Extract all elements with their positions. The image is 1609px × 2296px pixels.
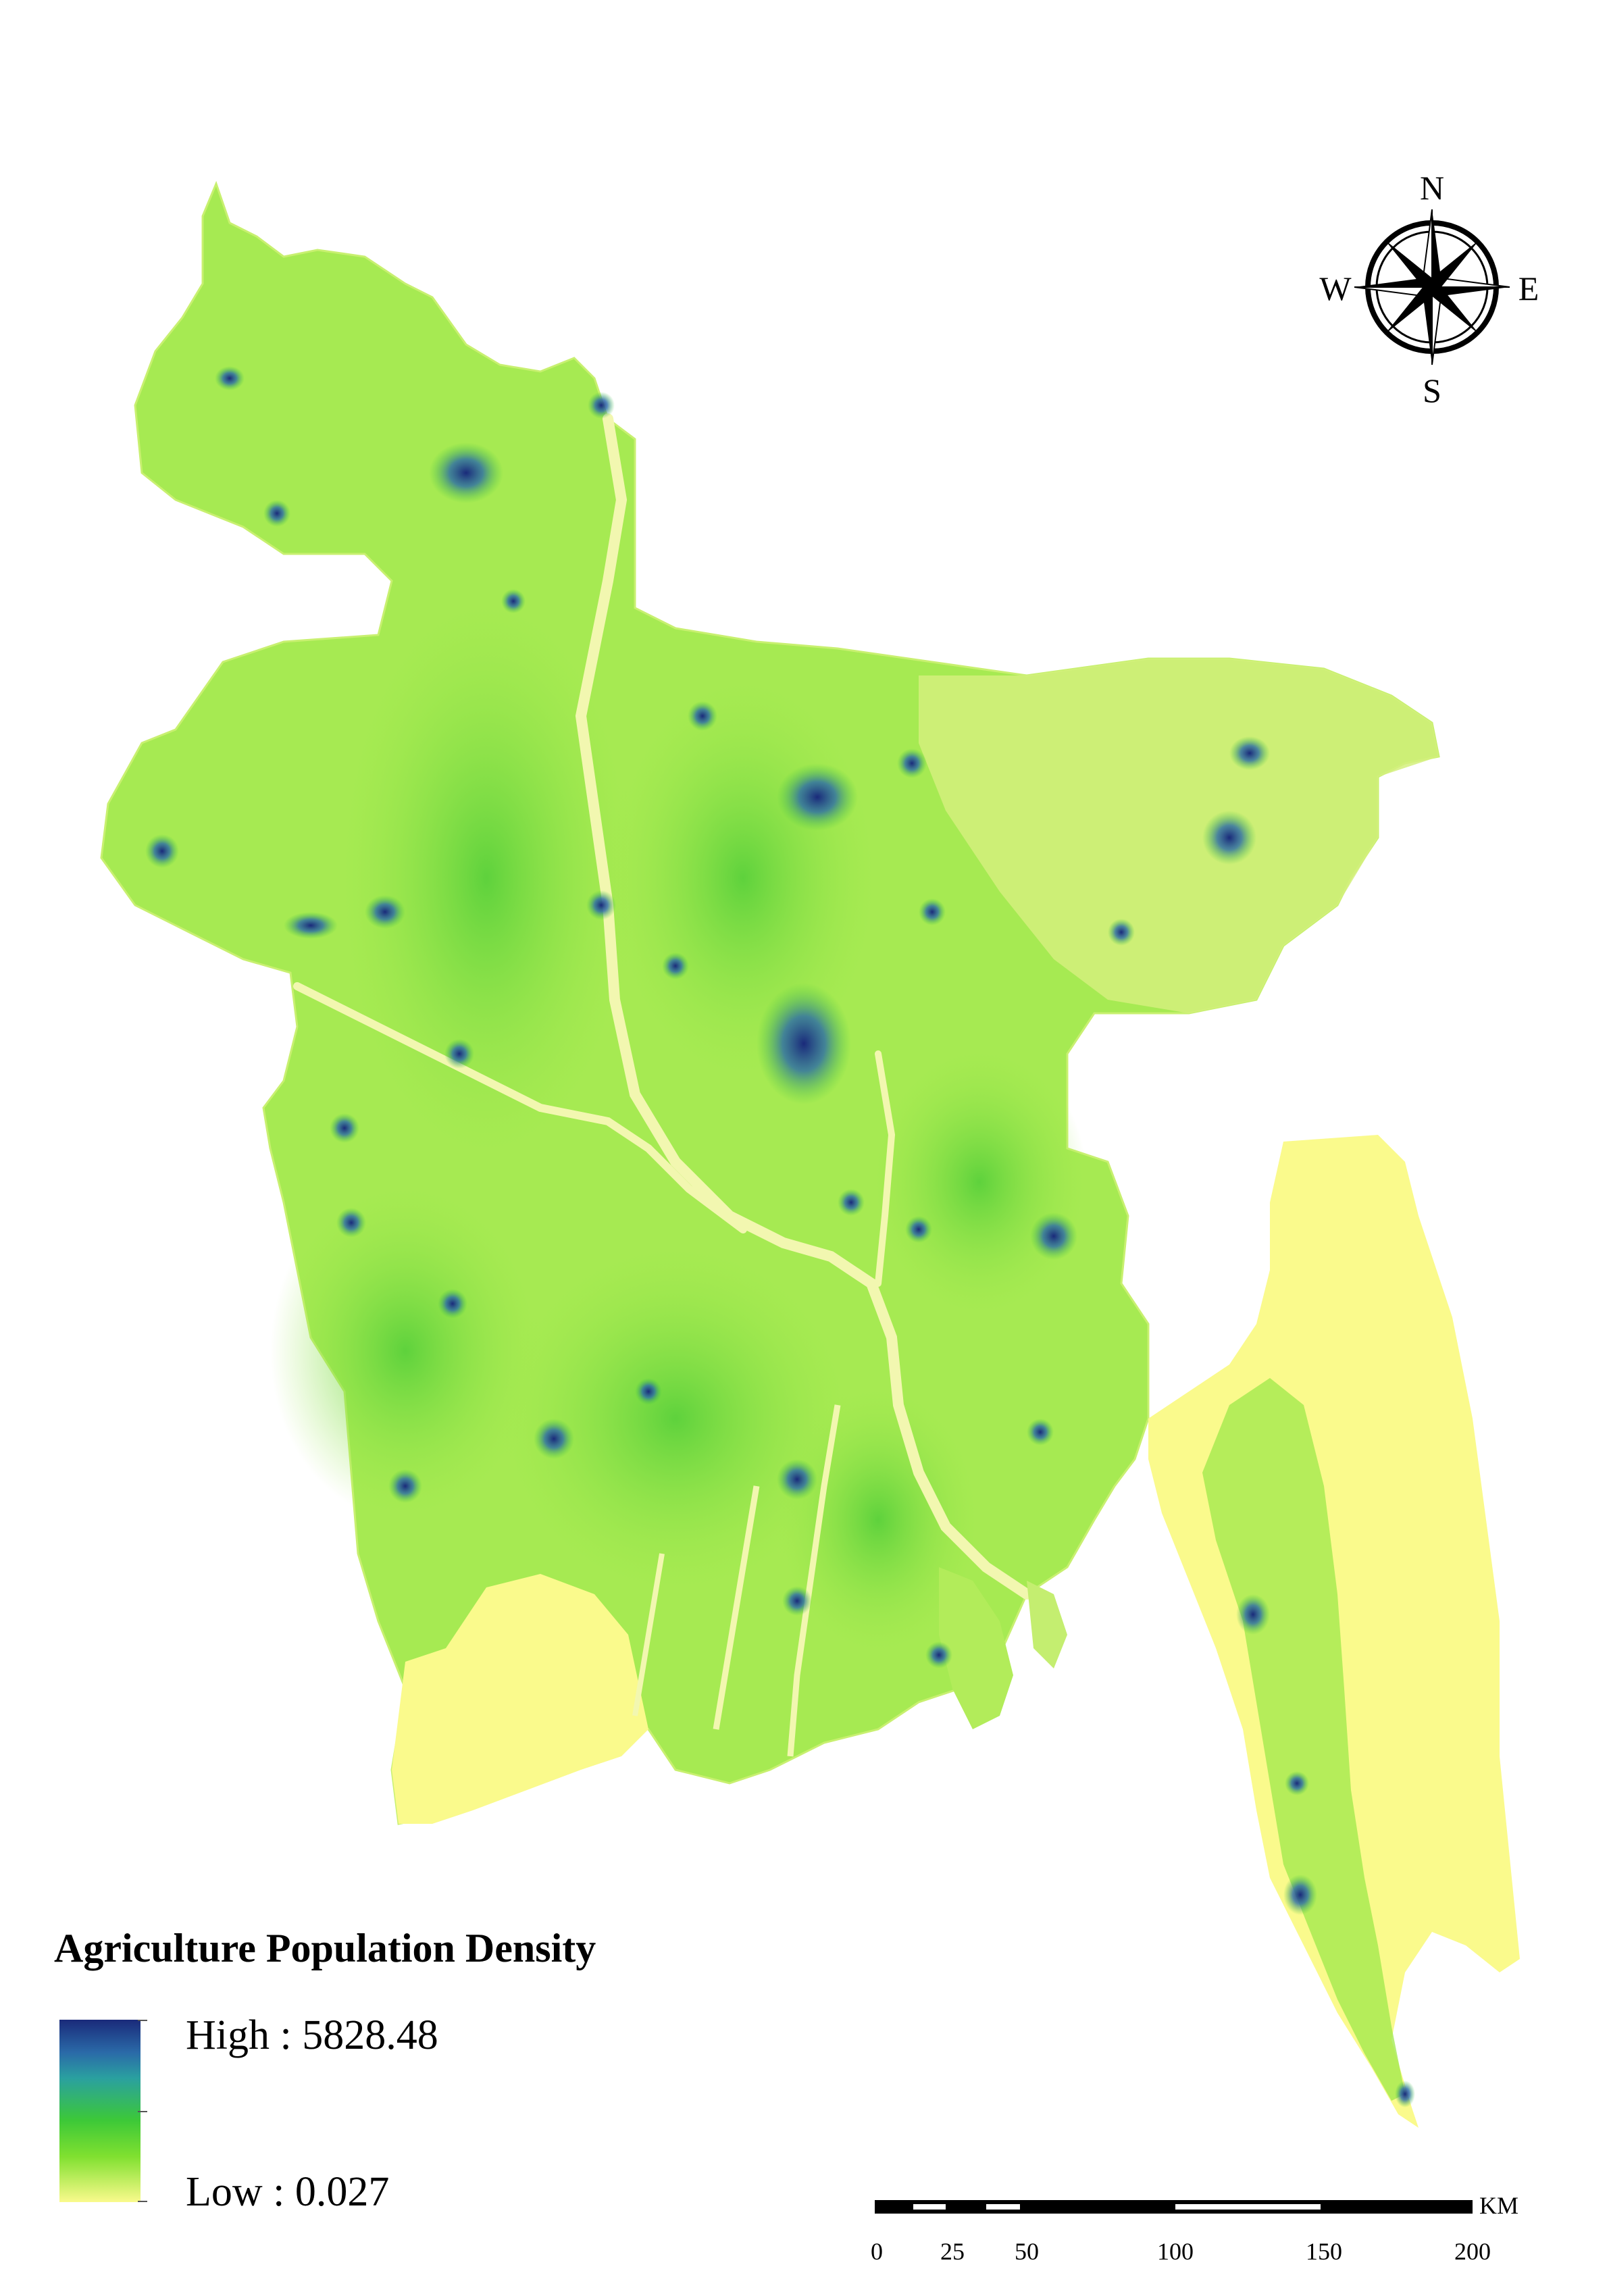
legend-tick-top: [138, 2020, 147, 2021]
hatiya-island: [1027, 1581, 1067, 1668]
legend-title: Agriculture Population Density: [54, 1926, 596, 1970]
delta-channel-2: [713, 1485, 760, 1730]
legend-low-label: Low : 0.027: [186, 2169, 390, 2215]
padma-river: [293, 982, 747, 1233]
meghna-river: [875, 1050, 896, 1287]
legend-tick-mid: [138, 2111, 147, 2112]
compass-rose-icon: [1354, 209, 1510, 365]
compass-n: N: [1419, 169, 1445, 207]
north-arrow: N S E W: [1319, 169, 1540, 409]
jamuna-river: [575, 413, 1032, 1600]
scale-label-25: 25: [940, 2238, 965, 2265]
scale-label-50: 50: [1015, 2238, 1039, 2265]
legend-tick-bottom: [138, 2201, 147, 2202]
scale-label-150: 150: [1306, 2238, 1342, 2265]
scale-label-100: 100: [1157, 2238, 1194, 2265]
scale-bar-graphic: [875, 2200, 1473, 2214]
compass-w: W: [1319, 270, 1352, 307]
compass-s: S: [1423, 372, 1441, 409]
scale-unit: KM: [1479, 2192, 1519, 2219]
bhola-island: [939, 1567, 1013, 1729]
northeast-region: [919, 659, 1439, 1013]
delta-channel-3: [632, 1553, 665, 1716]
chittagong-coastal-strip: [1202, 1378, 1405, 2101]
scale-label-200: 200: [1454, 2238, 1491, 2265]
legend-color-ramp: [59, 2020, 141, 2202]
delta-channel-1: [787, 1404, 841, 1757]
compass-e: E: [1518, 270, 1539, 307]
legend-high-label: High : 5828.48: [186, 2012, 438, 2058]
scale-label-0: 0: [871, 2238, 883, 2265]
density-hotspots: [145, 366, 1415, 2108]
sundarbans-area: [392, 1574, 648, 1824]
